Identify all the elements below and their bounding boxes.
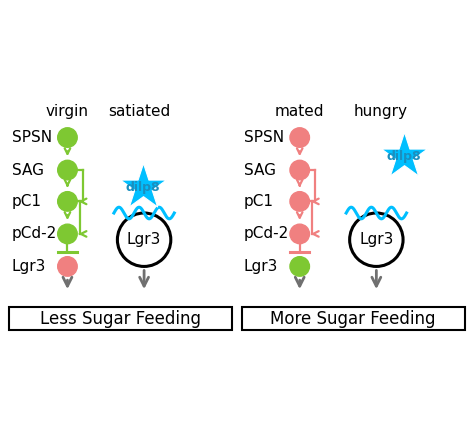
Circle shape [58, 160, 77, 180]
Circle shape [290, 192, 310, 211]
Text: dilp8: dilp8 [126, 181, 160, 194]
Text: pCd-2: pCd-2 [244, 226, 289, 242]
Circle shape [290, 128, 310, 147]
Text: virgin: virgin [46, 104, 89, 120]
Text: Lgr3: Lgr3 [127, 232, 161, 247]
FancyBboxPatch shape [9, 307, 232, 330]
FancyBboxPatch shape [242, 307, 465, 330]
Circle shape [58, 257, 77, 276]
Text: SPSN: SPSN [12, 130, 52, 145]
Text: hungry: hungry [354, 104, 408, 120]
Text: mated: mated [275, 104, 325, 120]
Circle shape [58, 224, 77, 244]
Text: More Sugar Feeding: More Sugar Feeding [270, 310, 436, 328]
Text: SAG: SAG [12, 162, 44, 178]
Text: satiated: satiated [109, 104, 171, 120]
Circle shape [290, 160, 310, 180]
Circle shape [290, 257, 310, 276]
Circle shape [58, 192, 77, 211]
Text: Lgr3: Lgr3 [12, 259, 46, 274]
Text: Lgr3: Lgr3 [244, 259, 278, 274]
Point [401, 153, 408, 160]
Text: pC1: pC1 [244, 194, 274, 209]
Circle shape [118, 213, 171, 266]
Text: Less Sugar Feeding: Less Sugar Feeding [40, 310, 201, 328]
Text: pC1: pC1 [12, 194, 42, 209]
Text: SAG: SAG [244, 162, 276, 178]
Text: Lgr3: Lgr3 [359, 232, 393, 247]
Circle shape [58, 128, 77, 147]
Circle shape [290, 224, 310, 244]
Point [139, 184, 147, 191]
Text: SPSN: SPSN [244, 130, 284, 145]
Text: dilp8: dilp8 [387, 150, 421, 163]
Text: pCd-2: pCd-2 [12, 226, 57, 242]
Circle shape [350, 213, 403, 266]
